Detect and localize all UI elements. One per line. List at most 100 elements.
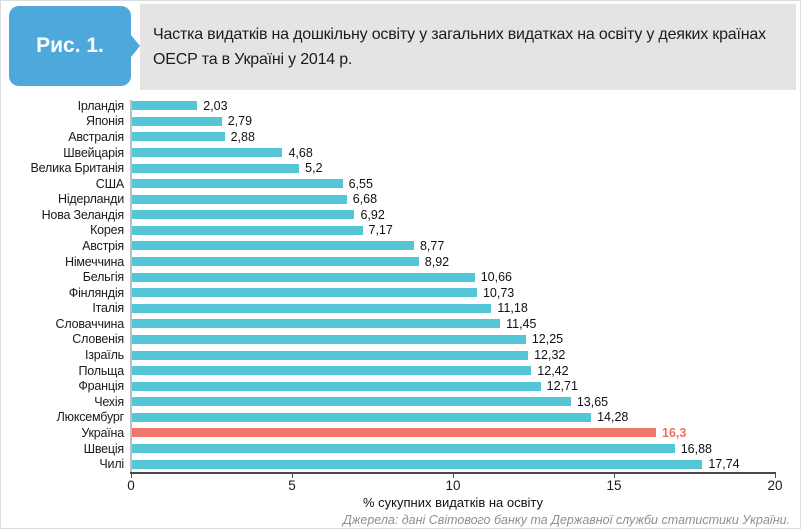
value-label: 2,79: [227, 114, 253, 129]
chart-row: Швейцарія 4,68: [1, 145, 800, 161]
x-tick-mark: [131, 474, 132, 478]
chart-rows: Ірландія 2,03 Японія 2,79 Австралія 2,88 Швейц…: [1, 98, 800, 472]
chart-row: Бельгія 10,66: [1, 269, 800, 285]
value-label: 10,73: [482, 285, 515, 300]
value-label: 16,88: [680, 441, 712, 456]
chart-row: Словенія 12,25: [1, 332, 800, 348]
value-label: 11,18: [497, 301, 528, 316]
value-label: 6,55: [348, 176, 373, 191]
chart-row: Франція 12,71: [1, 378, 800, 394]
chart-row: Польща 12,42: [1, 363, 800, 379]
bar: [132, 303, 492, 313]
x-tick-label: 0: [127, 478, 135, 493]
category-label: Чилі: [99, 457, 124, 472]
chart-row: Нова Зеландія 6,92: [1, 207, 800, 223]
x-tick-label: 5: [288, 478, 296, 493]
category-label: Бельгія: [82, 270, 124, 285]
bar-area: 8,77: [132, 239, 775, 253]
value-label: 8,92: [424, 254, 450, 269]
x-tick-mark: [614, 474, 615, 478]
bar-area: 8,92: [132, 255, 775, 269]
x-axis: 0 5 10 15 20: [127, 474, 783, 496]
category-label: Ізраїль: [85, 348, 124, 363]
bar-area: 2,88: [132, 130, 775, 144]
x-tick-label: 15: [606, 478, 622, 493]
bar: [132, 210, 355, 220]
bar: [132, 163, 300, 173]
category-label: Словаччина: [55, 316, 125, 331]
chart-row: Німеччина 8,92: [1, 254, 800, 270]
category-label: Люксембург: [56, 410, 125, 425]
category-label: Корея: [90, 223, 124, 238]
category-label: Австрія: [82, 238, 124, 253]
bar-area: 5,2: [132, 161, 775, 175]
chart-row: Велика Британія 5,2: [1, 160, 800, 176]
category-label: Нова Зеландія: [41, 207, 125, 222]
bar: [132, 257, 419, 267]
value-label: 2,03: [203, 98, 228, 113]
value-label: 2,88: [230, 129, 255, 144]
bar-area: 11,18: [132, 301, 775, 315]
value-label: 16,3: [662, 425, 687, 440]
category-label: Ірландія: [77, 98, 125, 113]
category-label: Франція: [78, 379, 124, 394]
bar-area: 12,32: [132, 348, 775, 362]
bar: [132, 179, 343, 189]
x-tick-label: 10: [445, 478, 461, 493]
category-label: Фінляндія: [68, 285, 124, 300]
figure-badge: Рис. 1.: [9, 6, 131, 86]
category-label: Нідерланди: [58, 192, 124, 207]
bar: [132, 241, 414, 251]
bar: [132, 366, 532, 376]
bar-area: 11,45: [132, 317, 775, 331]
bar-area: 4,68: [132, 146, 775, 160]
bar: [132, 350, 529, 360]
bar-area: 13,65: [132, 395, 775, 409]
value-label: 6,92: [360, 207, 385, 222]
figure-badge-label: Рис. 1.: [36, 34, 104, 57]
bar: [132, 101, 198, 111]
category-label: Італія: [92, 301, 124, 316]
bar-area: 14,28: [132, 410, 775, 424]
chart-row: Люксембург 14,28: [1, 410, 800, 426]
chart-row: Словаччина 11,45: [1, 316, 800, 332]
chart-row: Ізраїль 12,32: [1, 347, 800, 363]
y-axis-line: [130, 100, 132, 472]
bar: [132, 412, 592, 422]
x-tick-mark: [292, 474, 293, 478]
category-label: Велика Британія: [30, 161, 125, 176]
x-tick-mark: [453, 474, 454, 478]
category-label: Австралія: [68, 129, 124, 144]
source-note: Джерела: дані Світового банку та Державн…: [342, 513, 790, 527]
bar-area: 12,42: [132, 364, 775, 378]
bar-area: 2,79: [132, 114, 775, 128]
bar-area: 2,03: [132, 99, 775, 113]
value-label: 4,68: [288, 145, 313, 160]
value-label: 6,68: [352, 192, 378, 207]
bar: [132, 272, 475, 282]
chart-row: Нідерланди 6,68: [1, 191, 800, 207]
chart-row: Корея 7,17: [1, 223, 800, 239]
chart-row: Австралія 2,88: [1, 129, 800, 145]
value-label: 14,28: [597, 410, 629, 425]
bar-chart: Ірландія 2,03 Японія 2,79 Австралія 2,88 Швейц…: [1, 98, 800, 527]
value-label: 5,2: [305, 161, 323, 176]
bar-area: 7,17: [132, 223, 775, 237]
bar: [132, 194, 347, 204]
bar-area: 10,66: [132, 270, 775, 284]
value-label: 12,32: [534, 348, 566, 363]
bar-area: 10,73: [132, 286, 775, 300]
bar-area: 6,55: [132, 177, 775, 191]
bar-area: 12,25: [132, 332, 775, 346]
category-label: Україна: [81, 425, 124, 440]
bar: [132, 288, 477, 298]
chart-row: Швеція 16,88: [1, 441, 800, 457]
bar-area: 16,88: [132, 442, 775, 456]
chart-row: США 6,55: [1, 176, 800, 192]
bar-area: 16,3: [132, 426, 775, 440]
bar-area: 12,71: [132, 379, 775, 393]
value-label: 8,77: [419, 238, 445, 253]
value-label: 11,45: [506, 316, 537, 331]
bar: [132, 459, 703, 469]
